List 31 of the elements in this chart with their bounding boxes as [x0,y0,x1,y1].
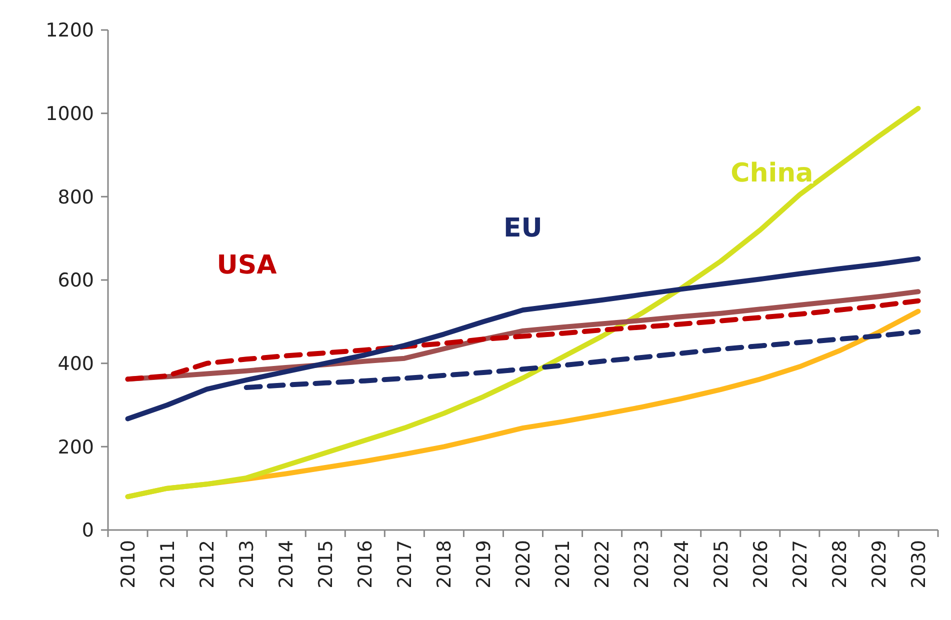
x-tick-label: 2020 [512,540,535,588]
x-tick-label: 2015 [315,540,338,588]
y-tick-label: 1200 [46,20,94,42]
y-tick-label: 1000 [46,102,94,125]
x-tick-label: 2016 [354,540,377,588]
x-tick-label: 2030 [908,540,930,588]
x-tick-label: 2010 [117,540,140,588]
x-tick-label: 2026 [750,540,772,588]
x-tick-label: 2027 [789,540,812,588]
y-tick-label: 200 [58,436,94,458]
x-tick-label: 2022 [592,540,614,588]
y-tick-label: 600 [58,270,94,292]
text: EU [503,214,542,244]
x-tick-label: 2023 [631,540,654,588]
y-tick-label: 0 [82,520,94,542]
x-tick-label: 2019 [473,540,496,588]
x-tick-label: 2012 [196,540,218,588]
series-label: China [730,158,814,188]
x-tick-label: 2018 [434,540,456,588]
x-tick-label: 2013 [236,540,258,588]
x-tick-label: 2011 [156,540,179,588]
text: USA [216,250,277,280]
x-tick-label: 2024 [670,540,693,588]
x-tick-label: 2017 [394,540,416,588]
y-tick-label: 800 [58,186,94,208]
y-tick-label: 400 [58,352,94,375]
x-tick-label: 2025 [710,540,732,588]
x-tick-label: 2014 [276,540,298,588]
x-tick-label: 2028 [828,540,851,588]
x-tick-label: 2021 [552,540,574,588]
x-tick-label: 2029 [868,540,890,588]
